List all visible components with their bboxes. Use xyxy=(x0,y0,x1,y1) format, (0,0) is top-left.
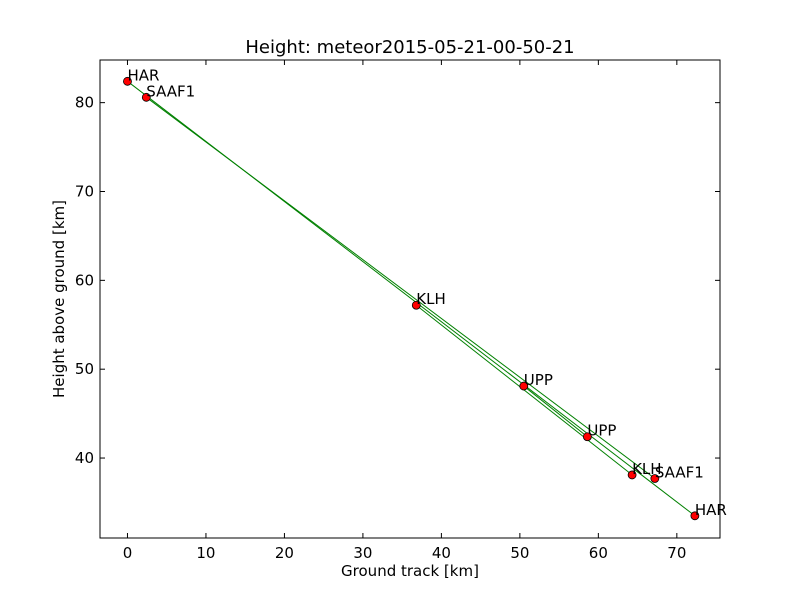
x-tick-label-2: 10 xyxy=(196,544,215,562)
station-point-6 xyxy=(627,470,637,480)
axes-frame xyxy=(99,59,721,539)
y-tick-label-1: 40 xyxy=(75,449,94,467)
y-tick-label-3: 60 xyxy=(75,271,94,289)
station-point-1 xyxy=(123,76,132,86)
trajectory-line-2 xyxy=(146,96,656,479)
station-point-7 xyxy=(650,474,660,483)
axis-ticks: 0 10 20 30 40 50 60 70 40 50 60 70 80 xyxy=(75,60,720,562)
station-label-5: UPP xyxy=(587,422,616,440)
station-label-7: SAAF1 xyxy=(655,463,704,481)
x-axis-label: Ground track [km] xyxy=(341,562,479,580)
x-tick-label-4: 30 xyxy=(353,544,372,562)
station-point-3 xyxy=(411,300,421,310)
trajectory-line-4 xyxy=(523,385,588,438)
station-label-4: UPP xyxy=(524,371,553,389)
x-tick-label-6: 50 xyxy=(510,544,529,562)
x-tick-label-3: 20 xyxy=(275,544,294,562)
station-label-8: HAR xyxy=(695,501,727,519)
y-tick-label-5: 80 xyxy=(75,94,94,112)
station-label-6: KLH xyxy=(632,460,661,478)
station-point-2 xyxy=(141,92,151,102)
station-point-4 xyxy=(519,381,529,391)
x-tick-label-1: 0 xyxy=(123,544,133,562)
x-tick-label-8: 70 xyxy=(667,544,686,562)
y-axis-label: Height above ground [km] xyxy=(50,200,68,398)
x-tick-label-7: 60 xyxy=(589,544,608,562)
station-label-3: KLH xyxy=(416,290,445,308)
y-tick-label-2: 50 xyxy=(75,360,94,378)
station-point-5 xyxy=(582,432,592,442)
station-label-1: HAR xyxy=(127,66,159,84)
chart-title: Height: meteor2015-05-21-00-50-21 xyxy=(245,37,574,58)
station-point-8 xyxy=(690,511,700,521)
y-tick-label-4: 70 xyxy=(75,182,94,200)
x-tick-label-5: 40 xyxy=(432,544,451,562)
station-label-2: SAAF1 xyxy=(146,82,195,100)
